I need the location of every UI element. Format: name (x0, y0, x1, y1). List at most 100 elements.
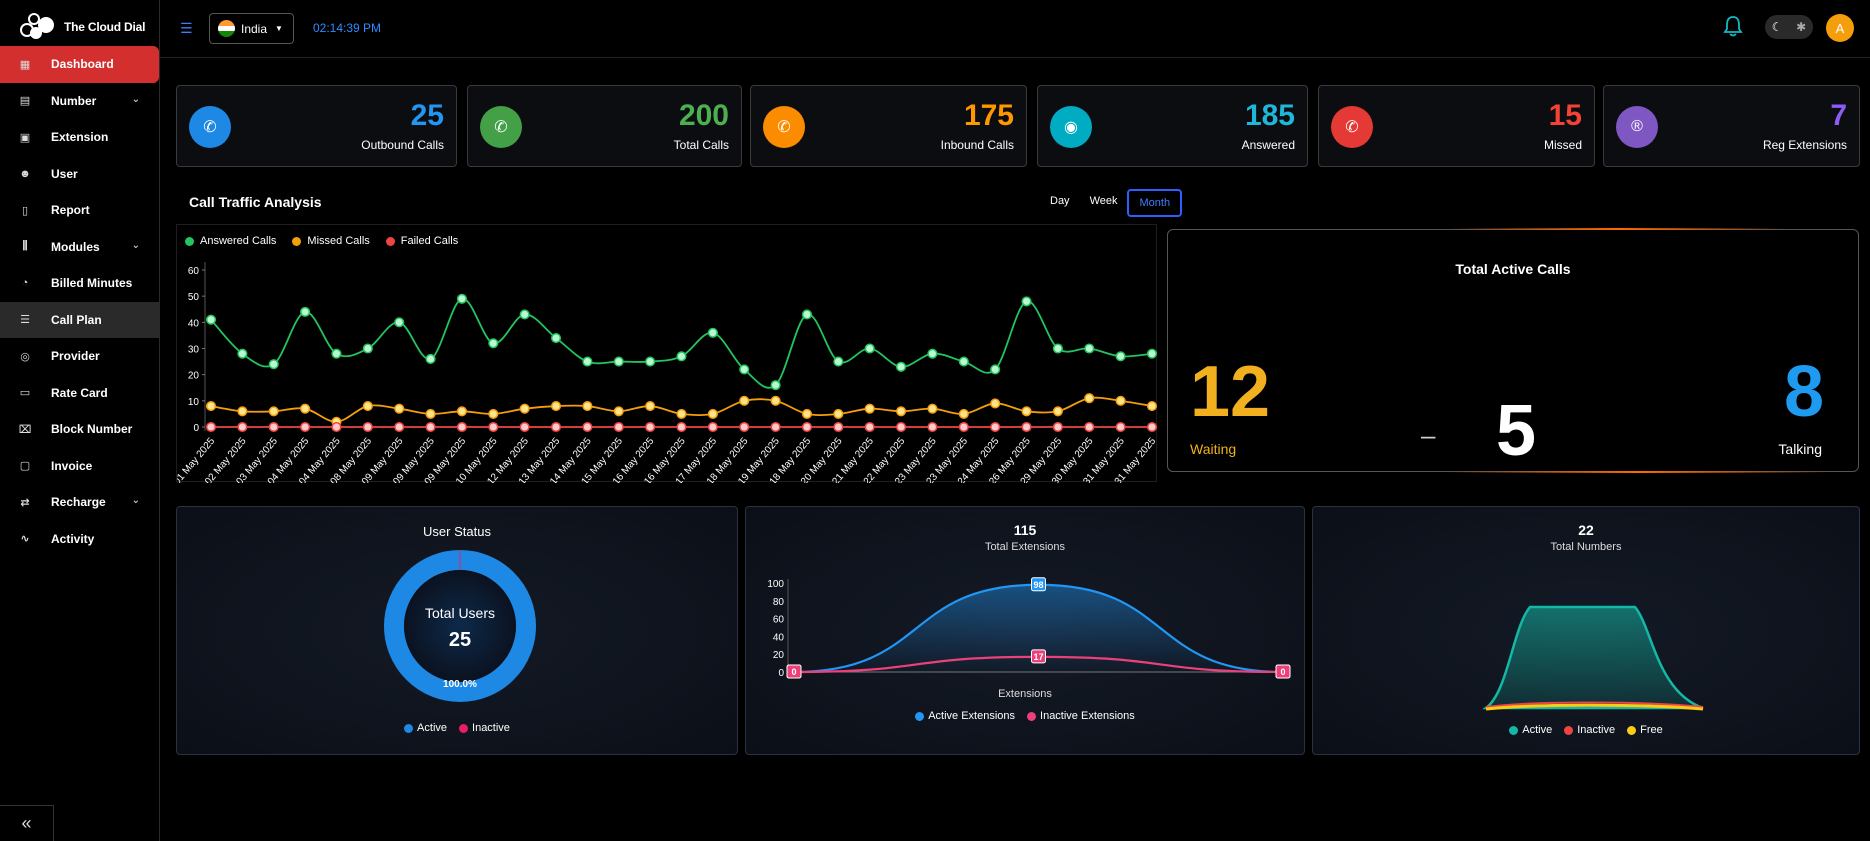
data-point-failed-calls[interactable] (519, 421, 530, 433)
stat-card-outbound-calls[interactable]: ✆ 25 Outbound Calls (176, 85, 457, 167)
data-point-answered-calls[interactable] (896, 361, 907, 372)
sidebar-item-billed-minutes[interactable]: ◔ Billed Minutes (0, 265, 160, 302)
data-point-missed-calls[interactable] (205, 401, 217, 412)
data-point-missed-calls[interactable] (1146, 401, 1158, 412)
data-point-answered-calls[interactable] (833, 356, 844, 367)
data-point-failed-calls[interactable] (1052, 421, 1063, 433)
data-point-missed-calls[interactable] (927, 403, 938, 414)
data-point-missed-calls[interactable] (1115, 395, 1126, 406)
sidebar-item-dashboard[interactable]: ▦ Dashboard (0, 46, 159, 83)
data-point-answered-calls[interactable] (425, 353, 436, 365)
data-point-missed-calls[interactable] (456, 406, 467, 417)
data-point-failed-calls[interactable] (1146, 421, 1158, 433)
data-point-answered-calls[interactable] (801, 309, 813, 320)
menu-toggle-icon[interactable]: ☰ (180, 20, 193, 36)
data-point-answered-calls[interactable] (1084, 343, 1095, 354)
data-point-answered-calls[interactable] (331, 348, 342, 359)
tab-week[interactable]: Week (1089, 195, 1118, 207)
data-point-failed-calls[interactable] (864, 421, 875, 433)
data-point-failed-calls[interactable] (268, 421, 279, 433)
data-point-answered-calls[interactable] (268, 359, 279, 370)
stat-card-missed[interactable]: ✆ 15 Missed (1318, 85, 1595, 167)
data-point-failed-calls[interactable] (300, 421, 311, 433)
data-point-failed-calls[interactable] (488, 421, 499, 433)
data-point-answered-calls[interactable] (300, 306, 311, 317)
sidebar-item-provider[interactable]: ◎ Provider (0, 338, 160, 375)
data-point-failed-calls[interactable] (237, 421, 248, 433)
notification-bell-icon[interactable] (1723, 15, 1743, 43)
data-point-missed-calls[interactable] (550, 401, 562, 412)
data-point-missed-calls[interactable] (425, 408, 436, 419)
data-point-missed-calls[interactable] (645, 401, 656, 412)
data-point-missed-calls[interactable] (676, 408, 687, 419)
data-point-failed-calls[interactable] (331, 421, 342, 433)
legend-failed-calls[interactable]: Failed Calls (385, 235, 458, 247)
data-point-missed-calls[interactable] (770, 395, 781, 406)
data-point-missed-calls[interactable] (1021, 406, 1032, 417)
stat-card-answered[interactable]: ◉ 185 Answered (1037, 85, 1308, 167)
data-point-missed-calls[interactable] (488, 408, 499, 419)
legend-active[interactable]: Active (404, 722, 447, 734)
data-point-answered-calls[interactable] (990, 364, 1001, 375)
tab-day[interactable]: Day (1050, 195, 1070, 207)
stat-card-inbound-calls[interactable]: ✆ 175 Inbound Calls (750, 85, 1027, 167)
data-point-failed-calls[interactable] (205, 421, 217, 433)
data-point-answered-calls[interactable] (1052, 343, 1063, 354)
data-point-answered-calls[interactable] (1146, 348, 1158, 359)
data-point-answered-calls[interactable] (1115, 351, 1126, 362)
stat-card-total-calls[interactable]: ✆ 200 Total Calls (467, 85, 742, 167)
data-point-answered-calls[interactable] (488, 338, 499, 349)
data-point-answered-calls[interactable] (739, 364, 750, 375)
data-point-failed-calls[interactable] (770, 421, 781, 433)
logo[interactable]: The Cloud Dial (18, 8, 145, 46)
legend-numbers-active[interactable]: Active (1509, 724, 1552, 736)
data-point-answered-calls[interactable] (707, 327, 718, 338)
sidebar-item-activity[interactable]: ∿ Activity (0, 521, 160, 558)
data-point-failed-calls[interactable] (613, 421, 624, 433)
sidebar-item-number[interactable]: ▤ Number ⌄ (0, 83, 160, 120)
data-point-answered-calls[interactable] (237, 348, 248, 359)
data-point-failed-calls[interactable] (707, 421, 718, 433)
numbers-active-area[interactable] (1482, 605, 1704, 710)
sidebar-item-modules[interactable]: ⫼ Modules ⌄ (0, 229, 160, 266)
collapse-sidebar-button[interactable]: « (0, 805, 54, 841)
data-point-missed-calls[interactable] (707, 408, 718, 419)
data-point-missed-calls[interactable] (394, 403, 405, 414)
data-point-answered-calls[interactable] (582, 356, 593, 367)
legend-missed-calls[interactable]: Missed Calls (292, 235, 370, 247)
data-point-failed-calls[interactable] (582, 421, 593, 433)
data-point-failed-calls[interactable] (927, 421, 938, 433)
data-point-answered-calls[interactable] (550, 332, 562, 344)
data-point-failed-calls[interactable] (1115, 421, 1126, 433)
data-point-missed-calls[interactable] (362, 401, 373, 412)
data-point-failed-calls[interactable] (645, 421, 656, 433)
data-point-answered-calls[interactable] (394, 317, 405, 328)
data-point-answered-calls[interactable] (864, 343, 875, 354)
data-point-missed-calls[interactable] (300, 403, 311, 414)
data-point-missed-calls[interactable] (1084, 393, 1095, 404)
data-point-answered-calls[interactable] (770, 380, 781, 391)
data-point-missed-calls[interactable] (582, 401, 593, 412)
data-point-failed-calls[interactable] (1021, 421, 1032, 433)
sidebar-item-recharge[interactable]: ⇄ Recharge ⌄ (0, 484, 160, 521)
data-point-missed-calls[interactable] (1052, 406, 1063, 417)
data-label-box[interactable] (786, 664, 802, 679)
data-point-missed-calls[interactable] (990, 398, 1001, 409)
data-point-answered-calls[interactable] (456, 293, 467, 304)
sidebar-item-rate-card[interactable]: ▭ Rate Card (0, 375, 160, 412)
stat-card-reg-extensions[interactable]: ® 7 Reg Extensions (1603, 85, 1860, 167)
sidebar-item-user[interactable]: ☻ User (0, 156, 160, 193)
data-point-missed-calls[interactable] (864, 403, 875, 414)
data-label-box[interactable] (1275, 664, 1291, 679)
data-point-missed-calls[interactable] (268, 406, 279, 417)
data-point-missed-calls[interactable] (958, 408, 969, 419)
sidebar-item-call-plan[interactable]: ☰ Call Plan (0, 301, 160, 338)
data-point-answered-calls[interactable] (676, 351, 687, 362)
data-point-missed-calls[interactable] (519, 403, 530, 414)
theme-toggle[interactable]: ☾ ✱ (1765, 15, 1813, 39)
data-point-answered-calls[interactable] (958, 356, 969, 367)
legend-numbers-free[interactable]: Free (1627, 724, 1663, 736)
data-point-failed-calls[interactable] (739, 421, 750, 433)
tab-month[interactable]: Month (1127, 189, 1183, 217)
data-point-failed-calls[interactable] (550, 421, 562, 433)
